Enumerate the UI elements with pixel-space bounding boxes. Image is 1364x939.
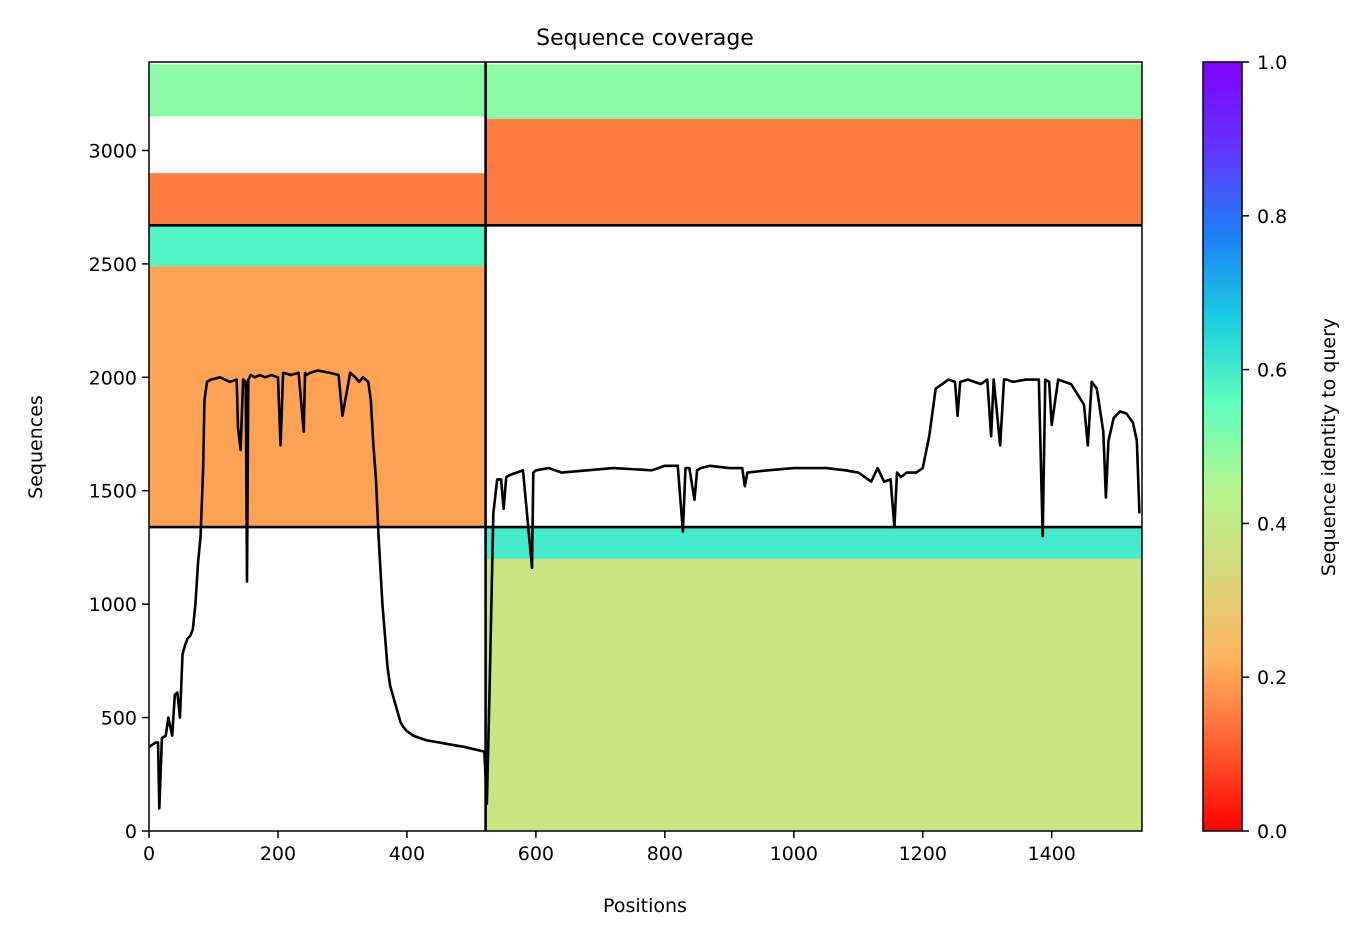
colorbar-tick-label: 0.0 xyxy=(1257,821,1287,843)
coverage-block xyxy=(149,64,486,117)
coverage-block xyxy=(149,225,486,267)
x-tick-label: 1200 xyxy=(899,843,947,865)
colorbar-tick-label: 0.4 xyxy=(1257,513,1287,535)
colorbar: 0.0 0.2 0.4 0.6 0.8 1.0 Sequence identity to … xyxy=(1202,52,1340,843)
chart-title: Sequence coverage xyxy=(536,26,754,51)
y-tick-label: 500 xyxy=(101,708,137,730)
y-tick-label: 3000 xyxy=(89,140,137,162)
plot-area xyxy=(149,62,1142,831)
coverage-line xyxy=(149,369,1141,810)
x-axis-label: Positions xyxy=(603,895,687,917)
colorbar-tick-label: 0.2 xyxy=(1257,667,1287,689)
y-tick-label: 1000 xyxy=(89,594,137,616)
coverage-block xyxy=(149,266,486,528)
x-tick-label: 1000 xyxy=(770,843,818,865)
y-axis-label: Sequences xyxy=(25,395,47,499)
y-axis-ticks: 0 500 1000 1500 2000 2500 3000 xyxy=(89,140,149,843)
y-tick-label: 2000 xyxy=(89,367,137,389)
x-tick-label: 200 xyxy=(260,843,296,865)
x-tick-label: 1400 xyxy=(1028,843,1076,865)
y-tick-label: 1500 xyxy=(89,481,137,503)
colorbar-ticks: 0.0 0.2 0.4 0.6 0.8 1.0 xyxy=(1242,52,1287,843)
plot-frame xyxy=(148,61,1143,832)
colorbar-tick-label: 0.6 xyxy=(1257,360,1287,382)
colorbar-gradient xyxy=(1203,62,1242,831)
coverage-blocks xyxy=(149,64,1142,831)
colorbar-label: Sequence identity to query xyxy=(1318,318,1340,576)
y-tick-label: 2500 xyxy=(89,254,137,276)
colorbar-frame xyxy=(1202,61,1243,832)
colorbar-tick-label: 0.8 xyxy=(1257,206,1287,228)
x-tick-label: 400 xyxy=(389,843,425,865)
x-axis-ticks: 0 200 400 600 800 1000 1200 1400 xyxy=(143,831,1076,865)
y-tick-label: 0 xyxy=(125,821,137,843)
x-tick-label: 800 xyxy=(647,843,683,865)
colorbar-tick-label: 1.0 xyxy=(1257,52,1287,74)
coverage-block xyxy=(485,64,1142,119)
coverage-block xyxy=(149,173,486,226)
chain-boundary-lines xyxy=(149,62,1142,831)
x-tick-label: 0 xyxy=(143,843,155,865)
coverage-block xyxy=(485,527,1142,559)
x-tick-label: 600 xyxy=(518,843,554,865)
coverage-block xyxy=(485,118,1142,226)
coverage-block xyxy=(485,558,1142,831)
